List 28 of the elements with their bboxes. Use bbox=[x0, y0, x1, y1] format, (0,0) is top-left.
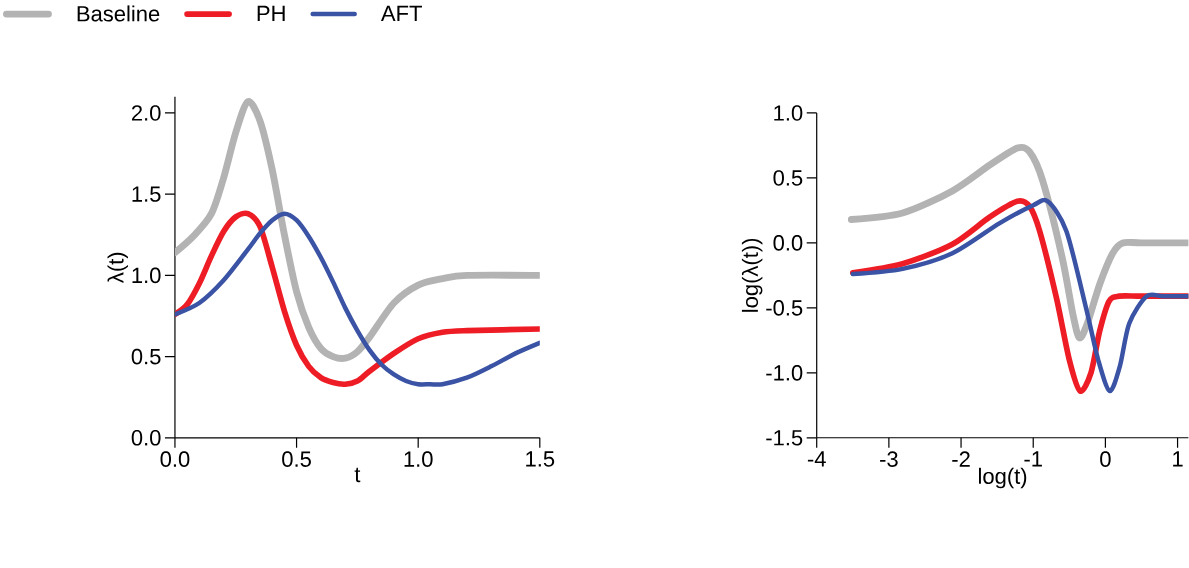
x-tick-label: 0 bbox=[1100, 451, 1111, 468]
y-tick-label: 1.5 bbox=[132, 186, 161, 202]
y-tick-label: 0.5 bbox=[131, 348, 161, 365]
y-tick-label: -1.0 bbox=[766, 365, 803, 381]
y-tick-label: -0.5 bbox=[766, 300, 803, 316]
x-tick-label: 0.5 bbox=[282, 451, 311, 468]
x-tick-label: 0.0 bbox=[160, 451, 190, 468]
y-tick-label: 1.0 bbox=[132, 267, 161, 284]
x-axis-title: log(t) bbox=[978, 467, 1027, 489]
x-tick-label: -4 bbox=[807, 451, 826, 467]
y-tick-label: 2.0 bbox=[131, 105, 161, 121]
x-tick-label: -1 bbox=[1024, 451, 1042, 467]
x-axis-title: t bbox=[354, 467, 361, 483]
y-tick-label: 0.0 bbox=[773, 235, 803, 251]
x-tick-label: -3 bbox=[880, 451, 898, 468]
x-tick-label: -2 bbox=[952, 451, 970, 467]
y-tick-label: 1.0 bbox=[774, 105, 803, 121]
y-tick-label: 0.0 bbox=[131, 430, 161, 446]
legend-label: AFT bbox=[380, 5, 422, 22]
y-tick-label: 0.5 bbox=[773, 170, 803, 186]
x-tick-label: 1.5 bbox=[526, 451, 555, 467]
legend-label: PH bbox=[257, 5, 285, 22]
y-axis-title: log(λ(t)) bbox=[741, 239, 763, 312]
x-tick-label: 1.0 bbox=[404, 451, 433, 468]
x-tick-label: 1 bbox=[1173, 451, 1183, 467]
legend-label: Baseline bbox=[77, 5, 160, 22]
y-tick-label: -1.5 bbox=[766, 430, 803, 446]
y-axis-title: λ(t) bbox=[107, 252, 128, 284]
